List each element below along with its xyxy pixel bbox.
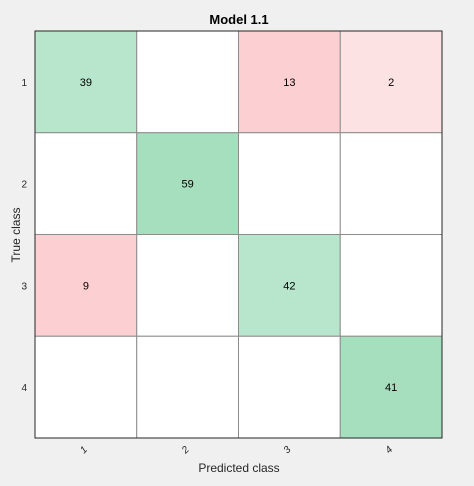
x-tick-label-3: 3 xyxy=(282,444,294,456)
x-axis-label: Predicted class xyxy=(198,461,279,475)
cell-value-4-4: 41 xyxy=(385,382,397,394)
y-tick-label-2: 2 xyxy=(21,180,27,191)
chart-title: Model 1.1 xyxy=(209,12,268,27)
y-tick-label-1: 1 xyxy=(21,78,27,89)
matrix-cell-3-3 xyxy=(238,234,341,337)
matrix-cell-2-4 xyxy=(339,132,443,235)
cell-value-2-2: 59 xyxy=(182,179,194,191)
y-tick-label-4: 4 xyxy=(21,383,27,394)
x-tick-label-1: 1 xyxy=(78,444,90,456)
matrix-cell-1-1 xyxy=(34,30,138,134)
matrix-cell-2-3 xyxy=(238,132,341,235)
cell-labels-layer: 39 13 2 59 9 42 41 xyxy=(80,77,398,394)
matrix-cell-3-1 xyxy=(34,234,138,337)
matrix-cell-1-3 xyxy=(238,30,341,134)
matrix-cell-4-3 xyxy=(238,335,341,439)
y-tick-label-3: 3 xyxy=(21,281,27,292)
x-tick-label-2: 2 xyxy=(179,444,192,457)
matrix-cell-3-2 xyxy=(136,234,239,337)
matrix-cell-4-2 xyxy=(136,335,239,439)
matrix-cell-2-2 xyxy=(136,132,239,235)
plot-border xyxy=(34,30,443,439)
cells-layer xyxy=(34,30,443,439)
matrix-cell-3-4 xyxy=(339,234,443,337)
cell-value-3-1: 9 xyxy=(83,280,89,292)
matrix-cell-4-1 xyxy=(34,335,138,439)
y-axis-label: True class xyxy=(9,208,23,263)
cell-value-3-3: 42 xyxy=(283,280,295,292)
cell-value-1-1: 39 xyxy=(80,77,92,89)
matrix-cell-1-2 xyxy=(136,30,239,134)
cell-value-1-4: 2 xyxy=(388,77,394,89)
x-tick-label-4: 4 xyxy=(384,444,396,456)
cell-value-1-3: 13 xyxy=(283,77,295,89)
matrix-cell-2-1 xyxy=(34,132,138,235)
